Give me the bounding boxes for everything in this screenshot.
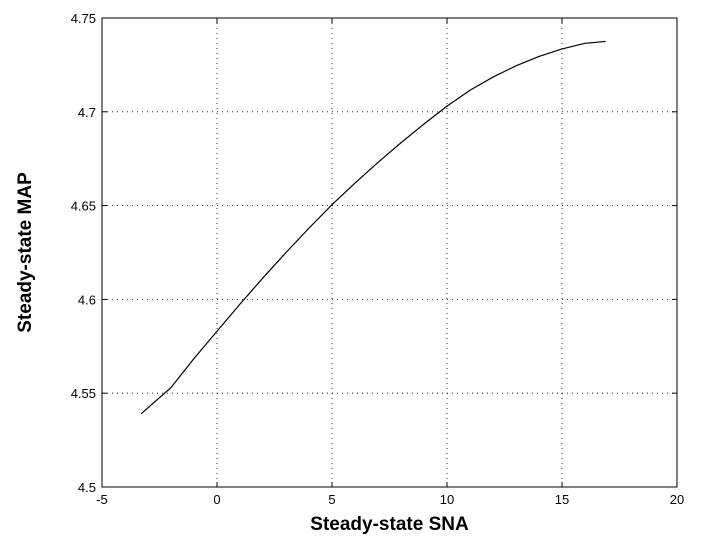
x-tick-label: 0	[213, 492, 220, 507]
x-tick-label: 10	[440, 492, 454, 507]
series-group	[140, 40, 606, 415]
x-axis-label: Steady-state SNA	[310, 514, 469, 535]
grid	[102, 18, 677, 487]
axes-frame	[101, 17, 678, 488]
series-line-0	[140, 40, 606, 415]
y-tick-label: 4.5	[78, 480, 96, 495]
y-tick-label: 4.55	[71, 386, 96, 401]
ticks: -5 0 5 10 15 20 4.5 4.55 4.6 4.65 4.7 4.75	[71, 11, 685, 507]
y-tick-label: 4.6	[78, 292, 96, 307]
y-tick-label: 4.65	[71, 199, 96, 214]
y-tick-label: 4.75	[71, 11, 96, 26]
x-tick-label: 20	[670, 492, 684, 507]
y-axis-label: Steady-state MAP	[15, 172, 36, 333]
x-tick-label: -5	[96, 492, 108, 507]
y-tick-label: 4.7	[78, 105, 96, 120]
x-tick-label: 15	[555, 492, 569, 507]
x-tick-label: 5	[328, 492, 335, 507]
